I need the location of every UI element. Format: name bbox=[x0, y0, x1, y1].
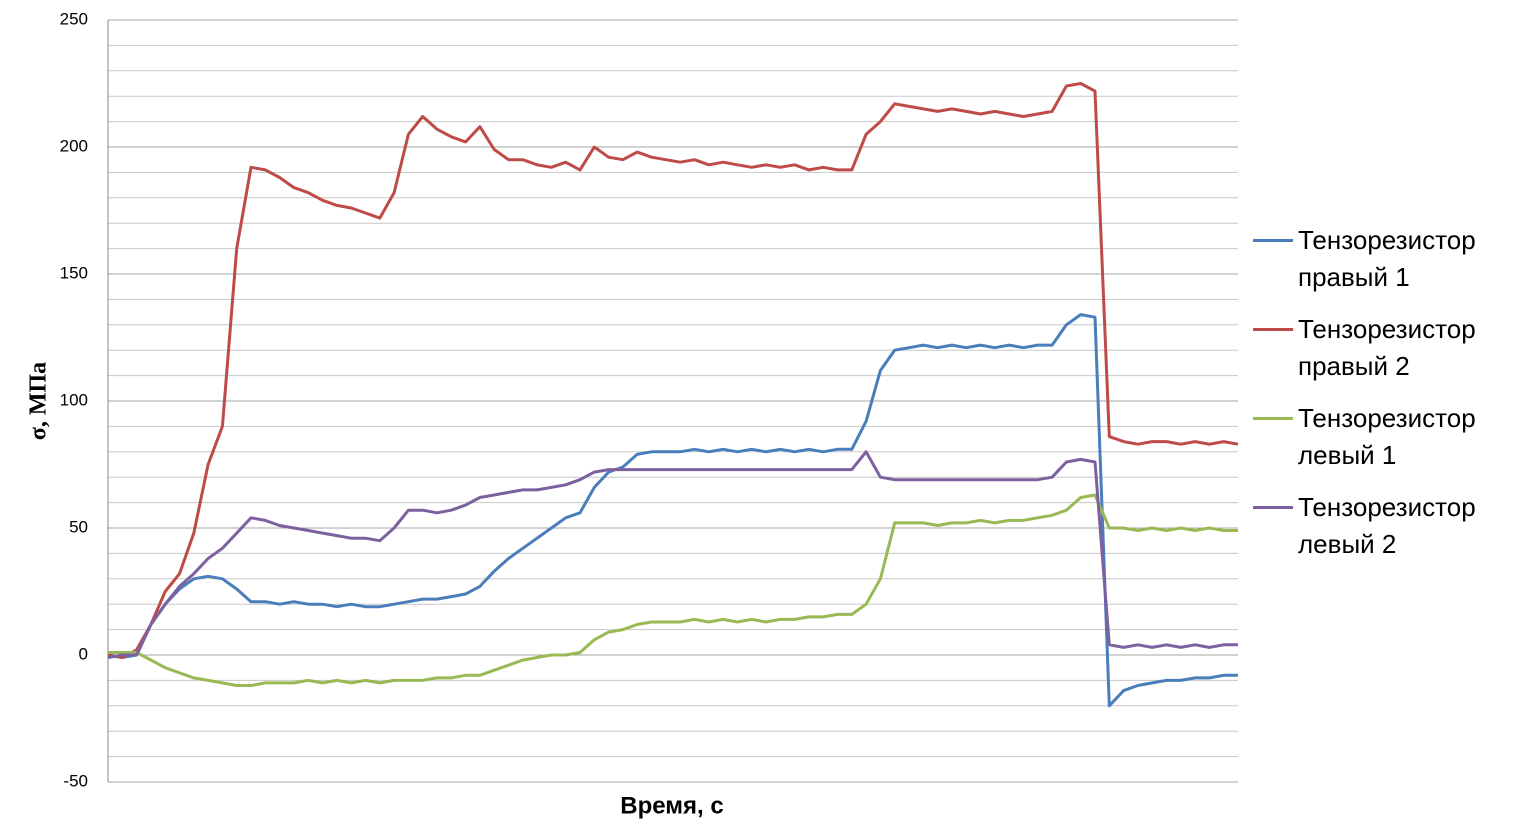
y-tick-label: 50 bbox=[69, 517, 88, 536]
legend-item: Тензорезистор левый 2 bbox=[1250, 489, 1515, 578]
legend-swatch bbox=[1253, 417, 1293, 420]
legend-item: Тензорезистор левый 1 bbox=[1250, 400, 1515, 489]
legend-label: Тензорезистор левый 2 bbox=[1298, 492, 1476, 559]
y-tick-label: -50 bbox=[63, 771, 88, 790]
y-tick-label: 150 bbox=[60, 263, 88, 282]
legend-label: Тензорезистор правый 2 bbox=[1298, 314, 1476, 381]
series-line bbox=[107, 313, 1238, 708]
legend-item: Тензорезистор правый 2 bbox=[1250, 311, 1515, 400]
legend-item: Тензорезистор правый 1 bbox=[1250, 222, 1515, 311]
y-tick-label: 250 bbox=[60, 9, 88, 28]
y-tick-label: 100 bbox=[60, 390, 88, 409]
series-line bbox=[107, 82, 1239, 659]
x-axis-label: Время, с bbox=[620, 792, 723, 819]
legend-swatch bbox=[1253, 239, 1293, 242]
series-line bbox=[108, 493, 1238, 687]
legend-swatch bbox=[1253, 506, 1293, 509]
legend-swatch bbox=[1253, 328, 1293, 331]
y-axis-label: σ, МПа bbox=[26, 362, 52, 440]
y-tick-label: 200 bbox=[60, 136, 88, 155]
legend-label: Тензорезистор левый 1 bbox=[1298, 403, 1476, 470]
legend-label: Тензорезистор правый 1 bbox=[1298, 225, 1476, 292]
y-tick-label: 0 bbox=[79, 644, 88, 663]
series-line bbox=[107, 450, 1238, 659]
legend: Тензорезистор правый 1 Тензорезистор прав… bbox=[1250, 222, 1515, 578]
